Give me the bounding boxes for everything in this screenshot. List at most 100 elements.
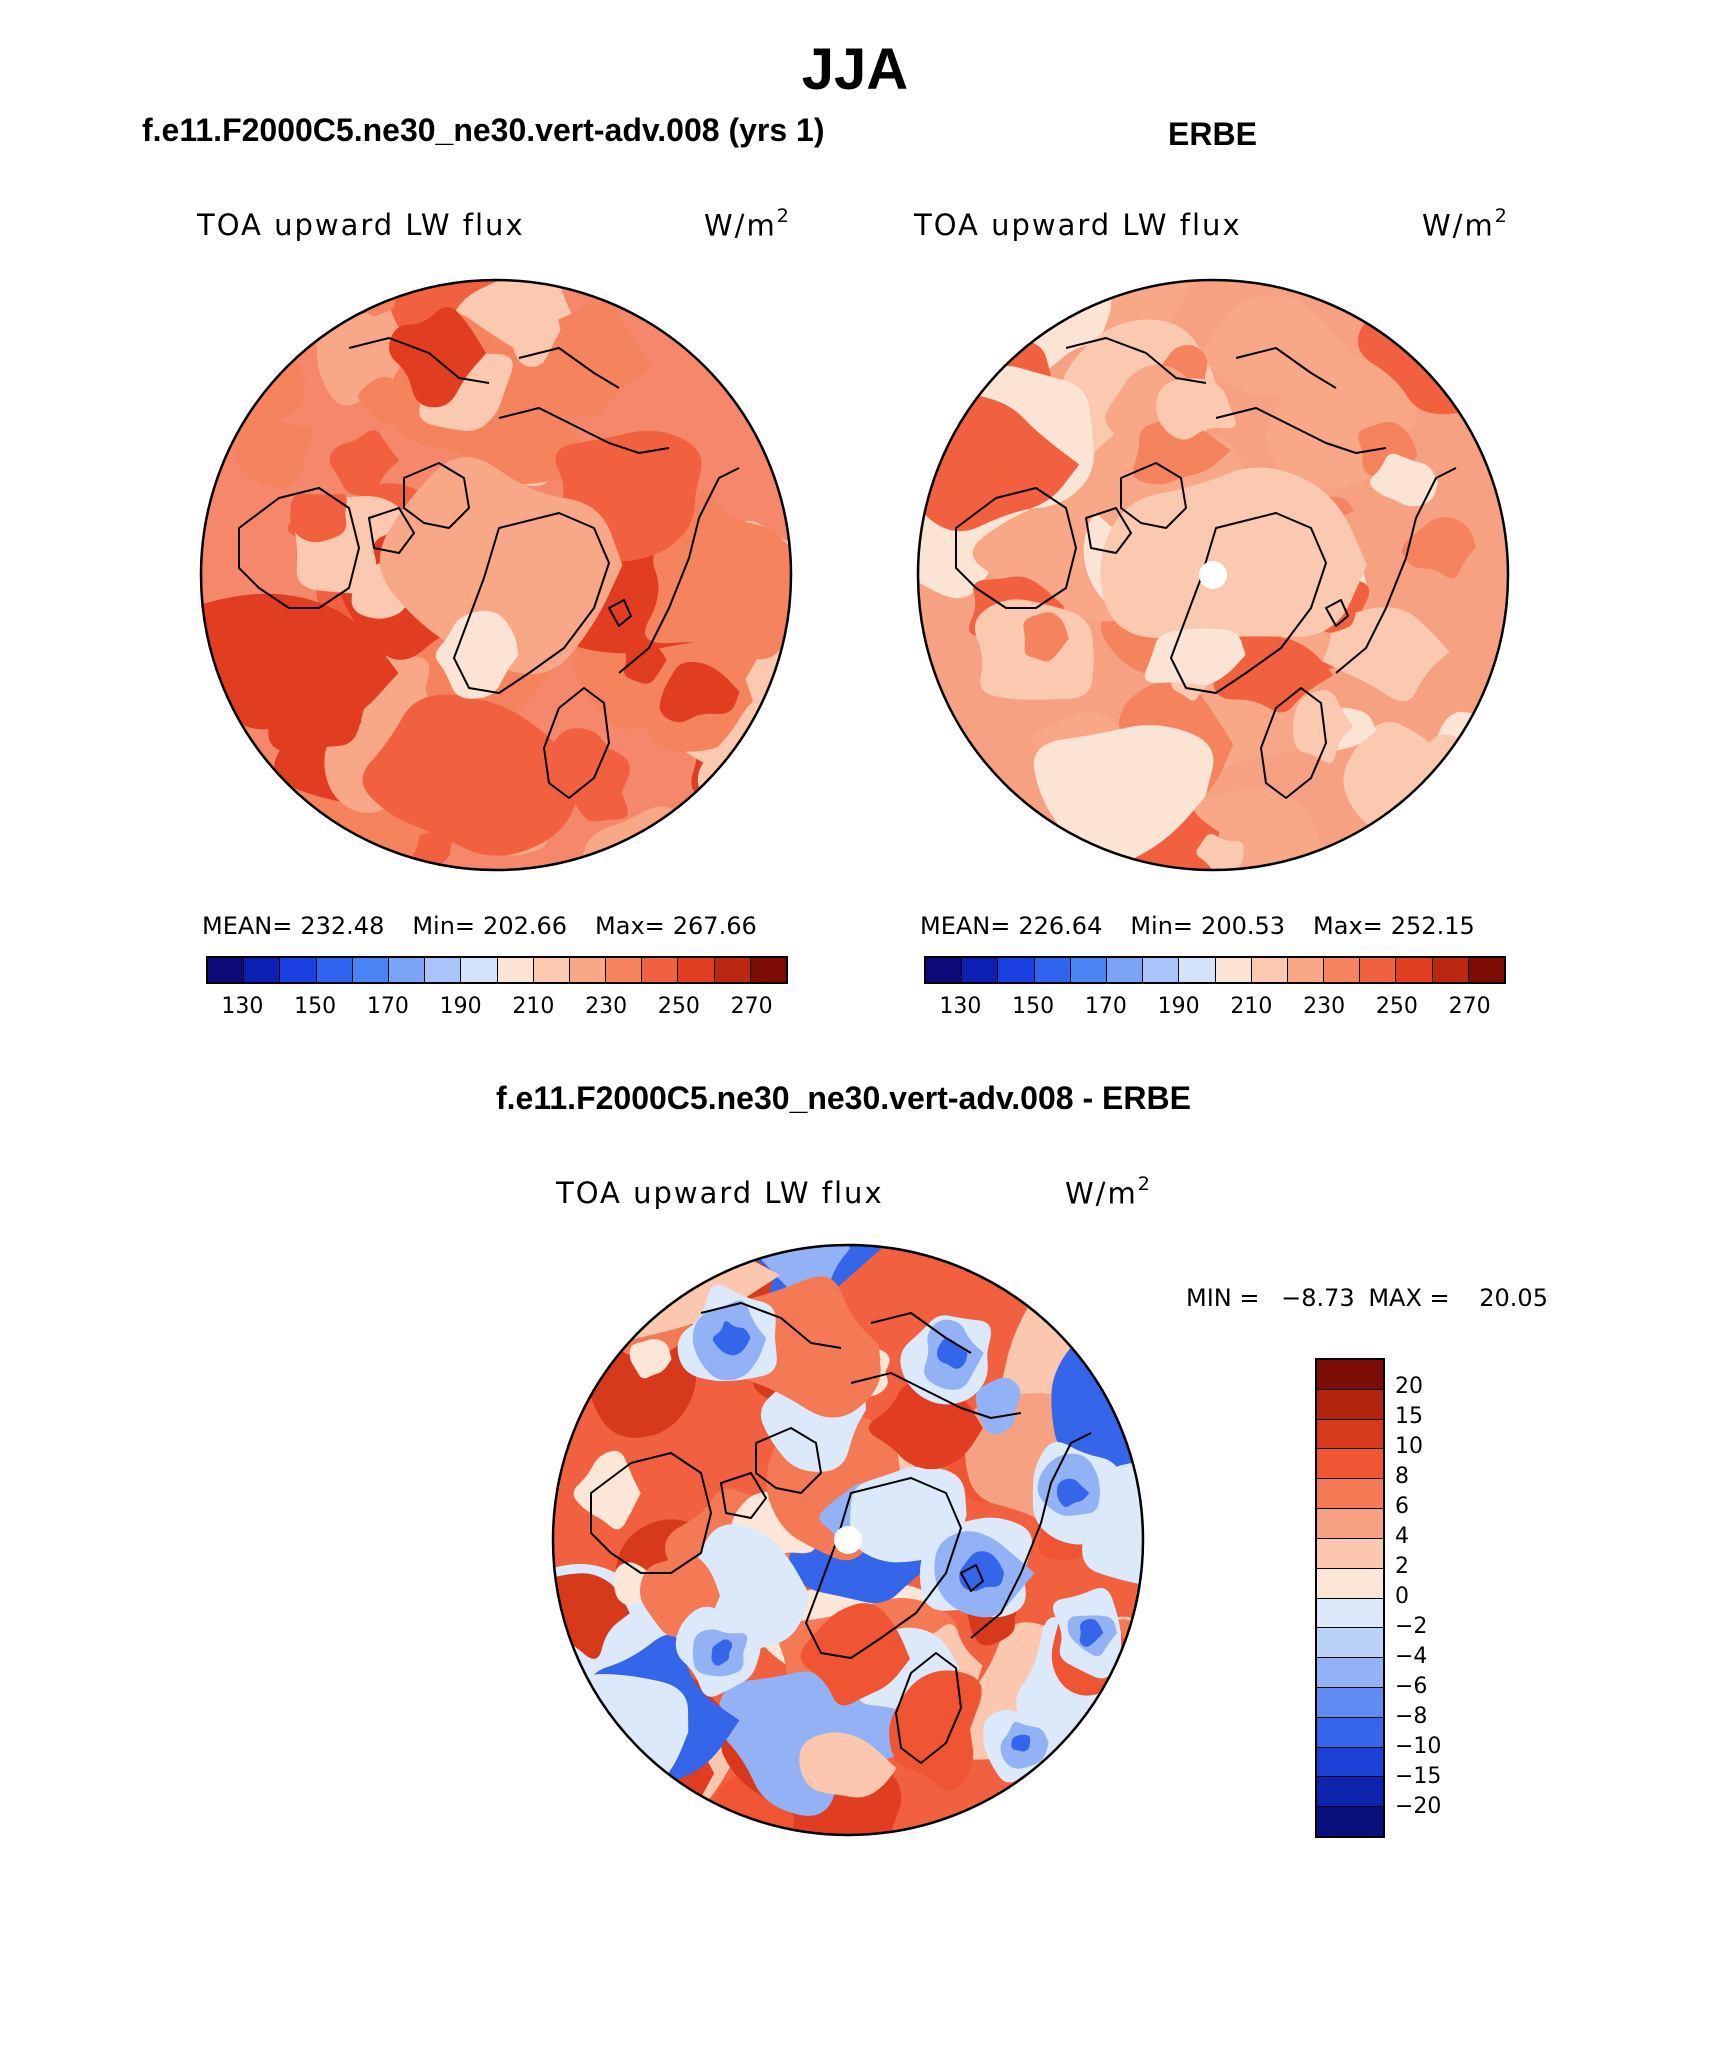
colorbar-swatch xyxy=(750,958,786,982)
colorbar-swatch xyxy=(1317,1419,1383,1450)
colorbar-swatch xyxy=(1317,1598,1383,1629)
field-contour xyxy=(201,280,266,381)
colorbar-tick-label: −2 xyxy=(1395,1614,1428,1639)
mean-value: 232.48 xyxy=(300,912,385,940)
colorbar-swatch xyxy=(998,958,1035,982)
colorbar-tick-label: 270 xyxy=(730,994,773,1019)
colorbar-swatch xyxy=(1106,958,1144,982)
colorbar-swatch xyxy=(1317,1389,1383,1420)
colorbar-swatch xyxy=(606,958,643,982)
panel-diff-minmax: MIN = −8.73 MAX = 20.05 xyxy=(1186,1284,1548,1312)
coastline xyxy=(895,1652,962,1764)
colorbar-swatch xyxy=(352,958,389,982)
panel-obs-units: W/m2 xyxy=(1422,205,1507,243)
colorbar-swatch xyxy=(316,958,353,982)
colorbar-swatch xyxy=(388,958,426,982)
coastline xyxy=(498,407,670,454)
colorbar-swatch xyxy=(461,958,498,982)
coastline xyxy=(1170,512,1327,694)
colorbar-tick-label: 0 xyxy=(1395,1584,1409,1609)
field-contour xyxy=(362,694,585,856)
field-contour xyxy=(1466,280,1508,325)
max-label: MAX = xyxy=(1368,1284,1450,1312)
coastline xyxy=(1325,599,1349,627)
coastlines xyxy=(238,337,740,799)
colorbar-swatch xyxy=(1070,958,1107,982)
field-contour xyxy=(959,1551,1005,1592)
figure-title: JJA xyxy=(801,37,909,102)
colorbar-obs xyxy=(924,956,1506,984)
max-value: 20.05 xyxy=(1479,1284,1548,1312)
field-contour xyxy=(1402,517,1477,579)
colorbar-swatch xyxy=(1143,958,1180,982)
panel-diff-title: f.e11.F2000C5.ne30_ne30.vert-adv.008 - E… xyxy=(496,1080,1191,1116)
field-contour xyxy=(379,457,623,675)
coastline xyxy=(368,507,415,554)
coastline xyxy=(755,1427,822,1494)
colorbar-swatch xyxy=(1317,1807,1383,1836)
min-label: MIN = xyxy=(1186,1284,1260,1312)
panel-model-field-label: TOA upward LW flux xyxy=(197,208,525,242)
field-contour xyxy=(659,661,740,723)
colorbar-swatch xyxy=(1317,1568,1383,1599)
colorbar-tick-label: 210 xyxy=(512,994,555,1019)
colorbar-swatch xyxy=(1317,1628,1383,1659)
field-contour xyxy=(471,401,583,486)
colorbar-tick-label: −20 xyxy=(1395,1794,1442,1819)
field-contour xyxy=(512,293,561,367)
field-contour xyxy=(1144,628,1246,686)
field-contour xyxy=(1011,1734,1031,1752)
colorbar-tick-label: 4 xyxy=(1395,1524,1409,1549)
colorbar-tick-label: 210 xyxy=(1230,994,1273,1019)
colorbar-swatch xyxy=(926,958,963,982)
colorbar-tick-label: 130 xyxy=(939,994,982,1019)
field-contour xyxy=(206,719,235,760)
coastline xyxy=(1120,462,1187,529)
colorbar-swatch xyxy=(1317,1449,1383,1480)
colorbar-tick-label: −4 xyxy=(1395,1644,1428,1669)
map-border xyxy=(199,278,793,872)
min-label: Min= xyxy=(412,912,476,940)
colorbar-swatch xyxy=(962,958,999,982)
map-border xyxy=(551,1243,1145,1837)
field-contour xyxy=(388,306,487,408)
max-value: 252.15 xyxy=(1390,912,1475,940)
colorbar-swatch xyxy=(1317,1747,1383,1778)
map-border xyxy=(916,278,1510,872)
colorbar-swatch xyxy=(678,958,715,982)
field-contour xyxy=(1428,816,1465,857)
colorbar-tick-label: 150 xyxy=(294,994,337,1019)
colorbar-tick-label: 20 xyxy=(1395,1374,1423,1399)
colorbar-swatch xyxy=(280,958,317,982)
field-contour xyxy=(936,1338,968,1369)
coastline xyxy=(850,1372,1022,1419)
field-contour xyxy=(1133,419,1231,485)
colorbar-tick-label: 230 xyxy=(585,994,628,1019)
panel-model-units: W/m2 xyxy=(704,205,789,243)
colorbar-tick-label: 190 xyxy=(1157,994,1200,1019)
field-contour xyxy=(358,376,403,424)
colorbar-swatch xyxy=(1317,1717,1383,1748)
colorbar-swatch xyxy=(1287,958,1325,982)
field-contour xyxy=(698,805,751,847)
colorbar-swatch xyxy=(1360,958,1397,982)
field-contour xyxy=(570,748,630,822)
panel-diff-units: W/m2 xyxy=(1065,1173,1150,1211)
max-value: 267.66 xyxy=(672,912,757,940)
mean-label: MEAN= xyxy=(920,912,1011,940)
colorbar-tick-label: 10 xyxy=(1395,1434,1423,1459)
colorbar-swatch xyxy=(497,958,534,982)
coastline xyxy=(955,487,1077,609)
field-contour xyxy=(918,280,1013,343)
coastline xyxy=(1215,407,1387,454)
field-contour xyxy=(1463,280,1508,324)
field-contour xyxy=(290,493,347,543)
colorbar-swatch xyxy=(1396,958,1433,982)
panel-obs-field-label: TOA upward LW flux xyxy=(914,208,1242,242)
panel-model-stats: MEAN= 232.48 Min= 202.66 Max= 267.66 xyxy=(202,912,757,940)
colorbar-tick-label: 190 xyxy=(439,994,482,1019)
coastline xyxy=(700,1302,842,1349)
field-contour xyxy=(1311,607,1450,702)
coastline xyxy=(960,1564,984,1592)
colorbar-tick-label: 270 xyxy=(1448,994,1491,1019)
